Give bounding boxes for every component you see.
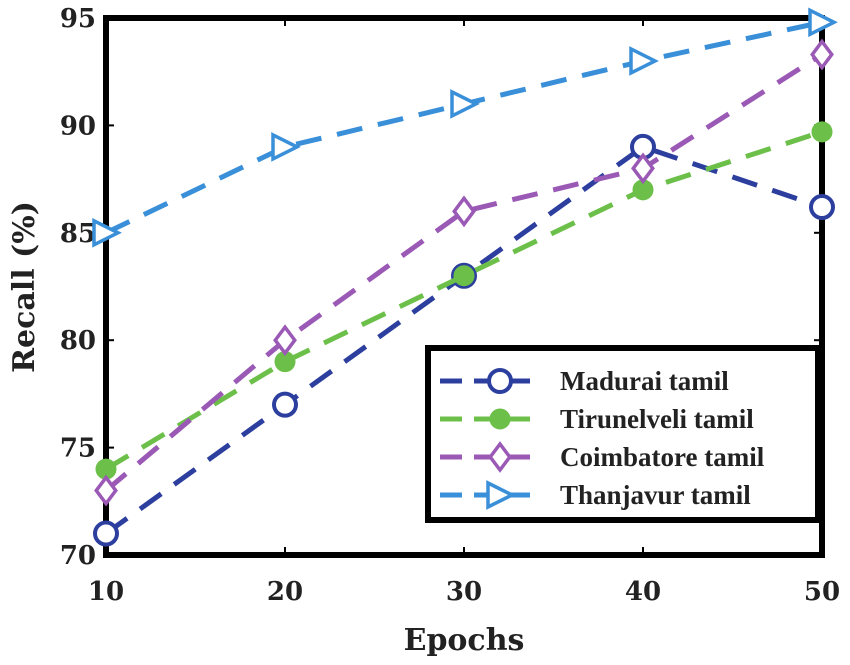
x-axis-ticks: 10 20 30 40 50 — [88, 18, 840, 607]
legend-marker-coimbatore-tamil — [488, 441, 512, 473]
y-tick-label: 80 — [60, 326, 96, 356]
legend-label-coimbatore-tamil: Coimbatore tamil — [560, 442, 765, 472]
legend-item-tirunelveli-tamil: Tirunelveli tamil — [440, 404, 754, 434]
legend-label-madurai-tamil: Madurai tamil — [560, 366, 729, 396]
data-point-tirunelveli-tamil — [453, 265, 475, 287]
legend-label-tirunelveli-tamil: Tirunelveli tamil — [560, 404, 754, 434]
y-tick-label: 85 — [60, 219, 96, 249]
x-tick-label: 40 — [625, 577, 661, 607]
legend-item-coimbatore-tamil: Coimbatore tamil — [440, 441, 765, 473]
y-tick-label: 95 — [60, 4, 96, 34]
series-coimbatore-tamil — [94, 38, 834, 507]
data-point-coimbatore-tamil — [810, 38, 834, 71]
series-layer — [92, 7, 838, 547]
data-point-thanjavur-tamil — [271, 132, 301, 162]
legend-label-thanjavur-tamil: Thanjavur tamil — [560, 480, 751, 510]
data-point-madurai-tamil — [93, 520, 119, 547]
data-point-thanjavur-tamil — [92, 217, 122, 248]
data-point-tirunelveli-tamil — [811, 121, 833, 143]
y-tick-label: 90 — [60, 111, 96, 141]
x-tick-label: 30 — [446, 577, 482, 607]
data-point-thanjavur-tamil — [450, 89, 480, 119]
data-point-thanjavur-tamil — [808, 7, 838, 38]
data-point-coimbatore-tamil — [94, 474, 118, 507]
legend-marker-tirunelveli-tamil — [489, 408, 511, 430]
legend-marker-thanjavur-tamil — [486, 480, 516, 510]
legend: Madurai tamil Tirunelveli tamil Coimbatore… — [425, 345, 821, 523]
x-tick-label: 50 — [804, 577, 840, 607]
x-tick-label: 10 — [88, 577, 124, 607]
data-point-coimbatore-tamil — [273, 324, 297, 357]
series-thanjavur-tamil — [92, 7, 838, 248]
y-axis-title: Recall (%) — [7, 201, 42, 373]
series-tirunelveli-tamil — [95, 121, 833, 480]
legend-marker-madurai-tamil — [487, 368, 513, 394]
data-point-thanjavur-tamil — [629, 46, 659, 76]
y-axis-ticks: 70 75 80 85 90 95 — [60, 4, 822, 571]
y-tick-label: 70 — [60, 541, 96, 571]
data-point-madurai-tamil — [809, 194, 835, 221]
data-point-madurai-tamil — [272, 391, 298, 418]
legend-item-madurai-tamil: Madurai tamil — [440, 366, 729, 396]
data-point-coimbatore-tamil — [631, 152, 655, 185]
legend-item-thanjavur-tamil: Thanjavur tamil — [440, 480, 751, 510]
series-line-tirunelveli-tamil — [104, 129, 823, 472]
x-axis-title: Epochs — [404, 623, 525, 658]
y-tick-label: 75 — [60, 434, 96, 464]
data-point-coimbatore-tamil — [452, 195, 476, 228]
x-tick-label: 20 — [267, 577, 303, 607]
